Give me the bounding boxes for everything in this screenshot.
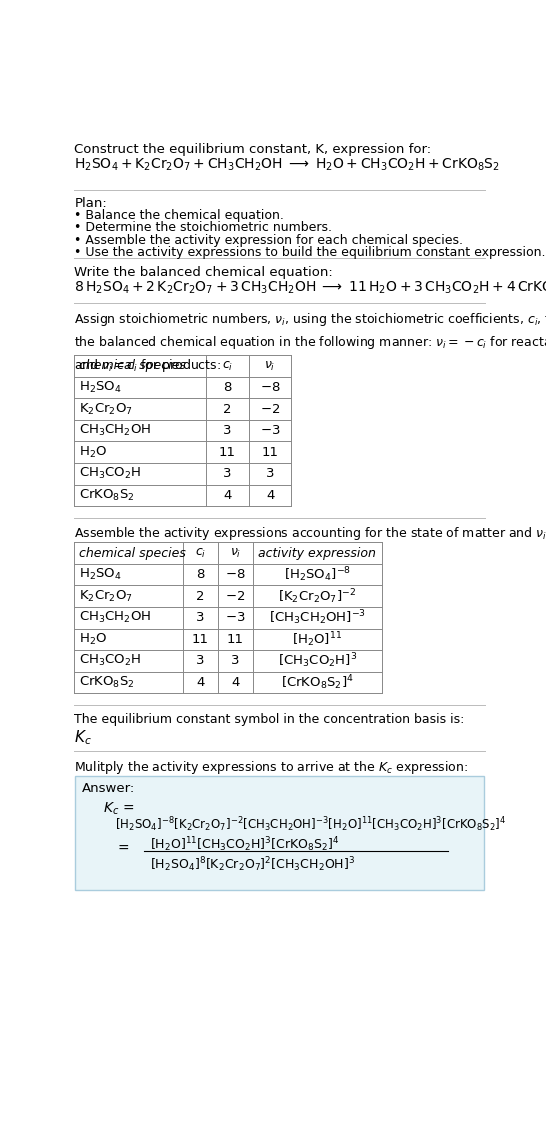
Text: $\mathrm{CrKO_8S_2}$: $\mathrm{CrKO_8S_2}$ (79, 675, 135, 690)
Text: $[\mathrm{H_2SO_4}]^{-8}$: $[\mathrm{H_2SO_4}]^{-8}$ (284, 566, 351, 584)
Text: $\mathrm{H_2SO_4}$: $\mathrm{H_2SO_4}$ (79, 380, 122, 395)
Text: $\nu_i$: $\nu_i$ (264, 360, 276, 372)
Text: $-8$: $-8$ (260, 381, 281, 394)
Text: $[\mathrm{H_2O}]^{11}[\mathrm{CH_3CO_2H}]^{3}[\mathrm{CrKO_8S_2}]^{4}$: $[\mathrm{H_2O}]^{11}[\mathrm{CH_3CO_2H}… (150, 836, 339, 854)
Text: $[\mathrm{CH_3CO_2H}]^{3}$: $[\mathrm{CH_3CO_2H}]^{3}$ (278, 651, 357, 670)
Text: Assign stoichiometric numbers, $\nu_i$, using the stoichiometric coefficients, $: Assign stoichiometric numbers, $\nu_i$, … (74, 310, 546, 374)
Text: 4: 4 (223, 489, 232, 502)
Text: • Assemble the activity expression for each chemical species.: • Assemble the activity expression for e… (74, 234, 464, 246)
Text: • Balance the chemical equation.: • Balance the chemical equation. (74, 209, 284, 222)
Text: $\mathrm{H_2SO_4 + K_2Cr_2O_7 + CH_3CH_2OH \;\longrightarrow\; H_2O + CH_3CO_2H : $\mathrm{H_2SO_4 + K_2Cr_2O_7 + CH_3CH_2… (74, 156, 501, 173)
Text: $\mathrm{8\,H_2SO_4 + 2\,K_2Cr_2O_7 + 3\,CH_3CH_2OH \;\longrightarrow\; 11\,H_2O: $\mathrm{8\,H_2SO_4 + 2\,K_2Cr_2O_7 + 3\… (74, 280, 546, 296)
Text: chemical species: chemical species (79, 547, 186, 559)
Text: $[\mathrm{H_2SO_4}]^{-8}[\mathrm{K_2Cr_2O_7}]^{-2}[\mathrm{CH_3CH_2OH}]^{-3}[\ma: $[\mathrm{H_2SO_4}]^{-8}[\mathrm{K_2Cr_2… (115, 816, 506, 835)
Text: Construct the equilibrium constant, K, expression for:: Construct the equilibrium constant, K, e… (74, 143, 431, 155)
Text: Mulitply the activity expressions to arrive at the $K_c$ expression:: Mulitply the activity expressions to arr… (74, 758, 469, 776)
Text: 3: 3 (196, 655, 205, 667)
Text: 8: 8 (196, 568, 205, 582)
Text: $[\mathrm{H_2O}]^{11}$: $[\mathrm{H_2O}]^{11}$ (292, 630, 342, 649)
Text: $[\mathrm{H_2SO_4}]^{8}[\mathrm{K_2Cr_2O_7}]^{2}[\mathrm{CH_3CH_2OH}]^{3}$: $[\mathrm{H_2SO_4}]^{8}[\mathrm{K_2Cr_2O… (150, 855, 355, 874)
Text: 4: 4 (231, 676, 240, 688)
Text: chemical species: chemical species (79, 360, 186, 372)
Text: 4: 4 (196, 676, 205, 688)
Text: $\mathrm{CH_3CH_2OH}$: $\mathrm{CH_3CH_2OH}$ (79, 610, 151, 626)
Text: 3: 3 (196, 611, 205, 624)
Text: $c_i$: $c_i$ (222, 360, 233, 372)
Text: activity expression: activity expression (258, 547, 376, 559)
Text: 3: 3 (223, 467, 232, 480)
Text: The equilibrium constant symbol in the concentration basis is:: The equilibrium constant symbol in the c… (74, 712, 465, 726)
Text: $\mathrm{CrKO_8S_2}$: $\mathrm{CrKO_8S_2}$ (79, 488, 135, 503)
Text: $\mathrm{CH_3CH_2OH}$: $\mathrm{CH_3CH_2OH}$ (79, 423, 151, 439)
Text: $[\mathrm{K_2Cr_2O_7}]^{-2}$: $[\mathrm{K_2Cr_2O_7}]^{-2}$ (278, 587, 357, 605)
Text: $\mathrm{H_2O}$: $\mathrm{H_2O}$ (79, 632, 107, 647)
Text: $\mathrm{H_2O}$: $\mathrm{H_2O}$ (79, 444, 107, 460)
Text: $c_i$: $c_i$ (195, 547, 206, 559)
Text: $-3$: $-3$ (260, 424, 281, 438)
Text: $[\mathrm{CrKO_8S_2}]^{4}$: $[\mathrm{CrKO_8S_2}]^{4}$ (281, 673, 354, 692)
Text: 3: 3 (231, 655, 240, 667)
FancyBboxPatch shape (75, 775, 484, 890)
Text: 4: 4 (266, 489, 274, 502)
Text: $\mathrm{CH_3CO_2H}$: $\mathrm{CH_3CO_2H}$ (79, 654, 141, 668)
Text: 3: 3 (266, 467, 275, 480)
Text: Assemble the activity expressions accounting for the state of matter and $\nu_i$: Assemble the activity expressions accoun… (74, 525, 546, 542)
Text: 2: 2 (223, 403, 232, 415)
Text: 8: 8 (223, 381, 232, 394)
Text: 2: 2 (196, 590, 205, 603)
Text: $\mathrm{H_2SO_4}$: $\mathrm{H_2SO_4}$ (79, 567, 122, 583)
Text: • Determine the stoichiometric numbers.: • Determine the stoichiometric numbers. (74, 222, 333, 234)
Text: $-8$: $-8$ (225, 568, 246, 582)
Text: $[\mathrm{CH_3CH_2OH}]^{-3}$: $[\mathrm{CH_3CH_2OH}]^{-3}$ (269, 609, 366, 627)
Text: 11: 11 (219, 446, 236, 459)
Text: $=$: $=$ (115, 839, 129, 854)
Text: $-3$: $-3$ (225, 611, 246, 624)
Text: $K_c\,=$: $K_c\,=$ (103, 800, 135, 817)
Text: $\mathrm{K_2Cr_2O_7}$: $\mathrm{K_2Cr_2O_7}$ (79, 588, 133, 604)
Text: • Use the activity expressions to build the equilibrium constant expression.: • Use the activity expressions to build … (74, 246, 546, 259)
Text: Answer:: Answer: (82, 782, 135, 794)
Text: Plan:: Plan: (74, 197, 107, 209)
Text: 3: 3 (223, 424, 232, 438)
Text: $K_c$: $K_c$ (74, 728, 92, 747)
Text: $-2$: $-2$ (225, 590, 245, 603)
Text: $\mathrm{K_2Cr_2O_7}$: $\mathrm{K_2Cr_2O_7}$ (79, 402, 133, 416)
Text: $-2$: $-2$ (260, 403, 280, 415)
Text: $\mathrm{CH_3CO_2H}$: $\mathrm{CH_3CO_2H}$ (79, 466, 141, 482)
Text: Write the balanced chemical equation:: Write the balanced chemical equation: (74, 266, 333, 279)
Text: 11: 11 (262, 446, 278, 459)
Text: 11: 11 (192, 633, 209, 646)
Text: 11: 11 (227, 633, 244, 646)
Text: $\nu_i$: $\nu_i$ (229, 547, 241, 559)
